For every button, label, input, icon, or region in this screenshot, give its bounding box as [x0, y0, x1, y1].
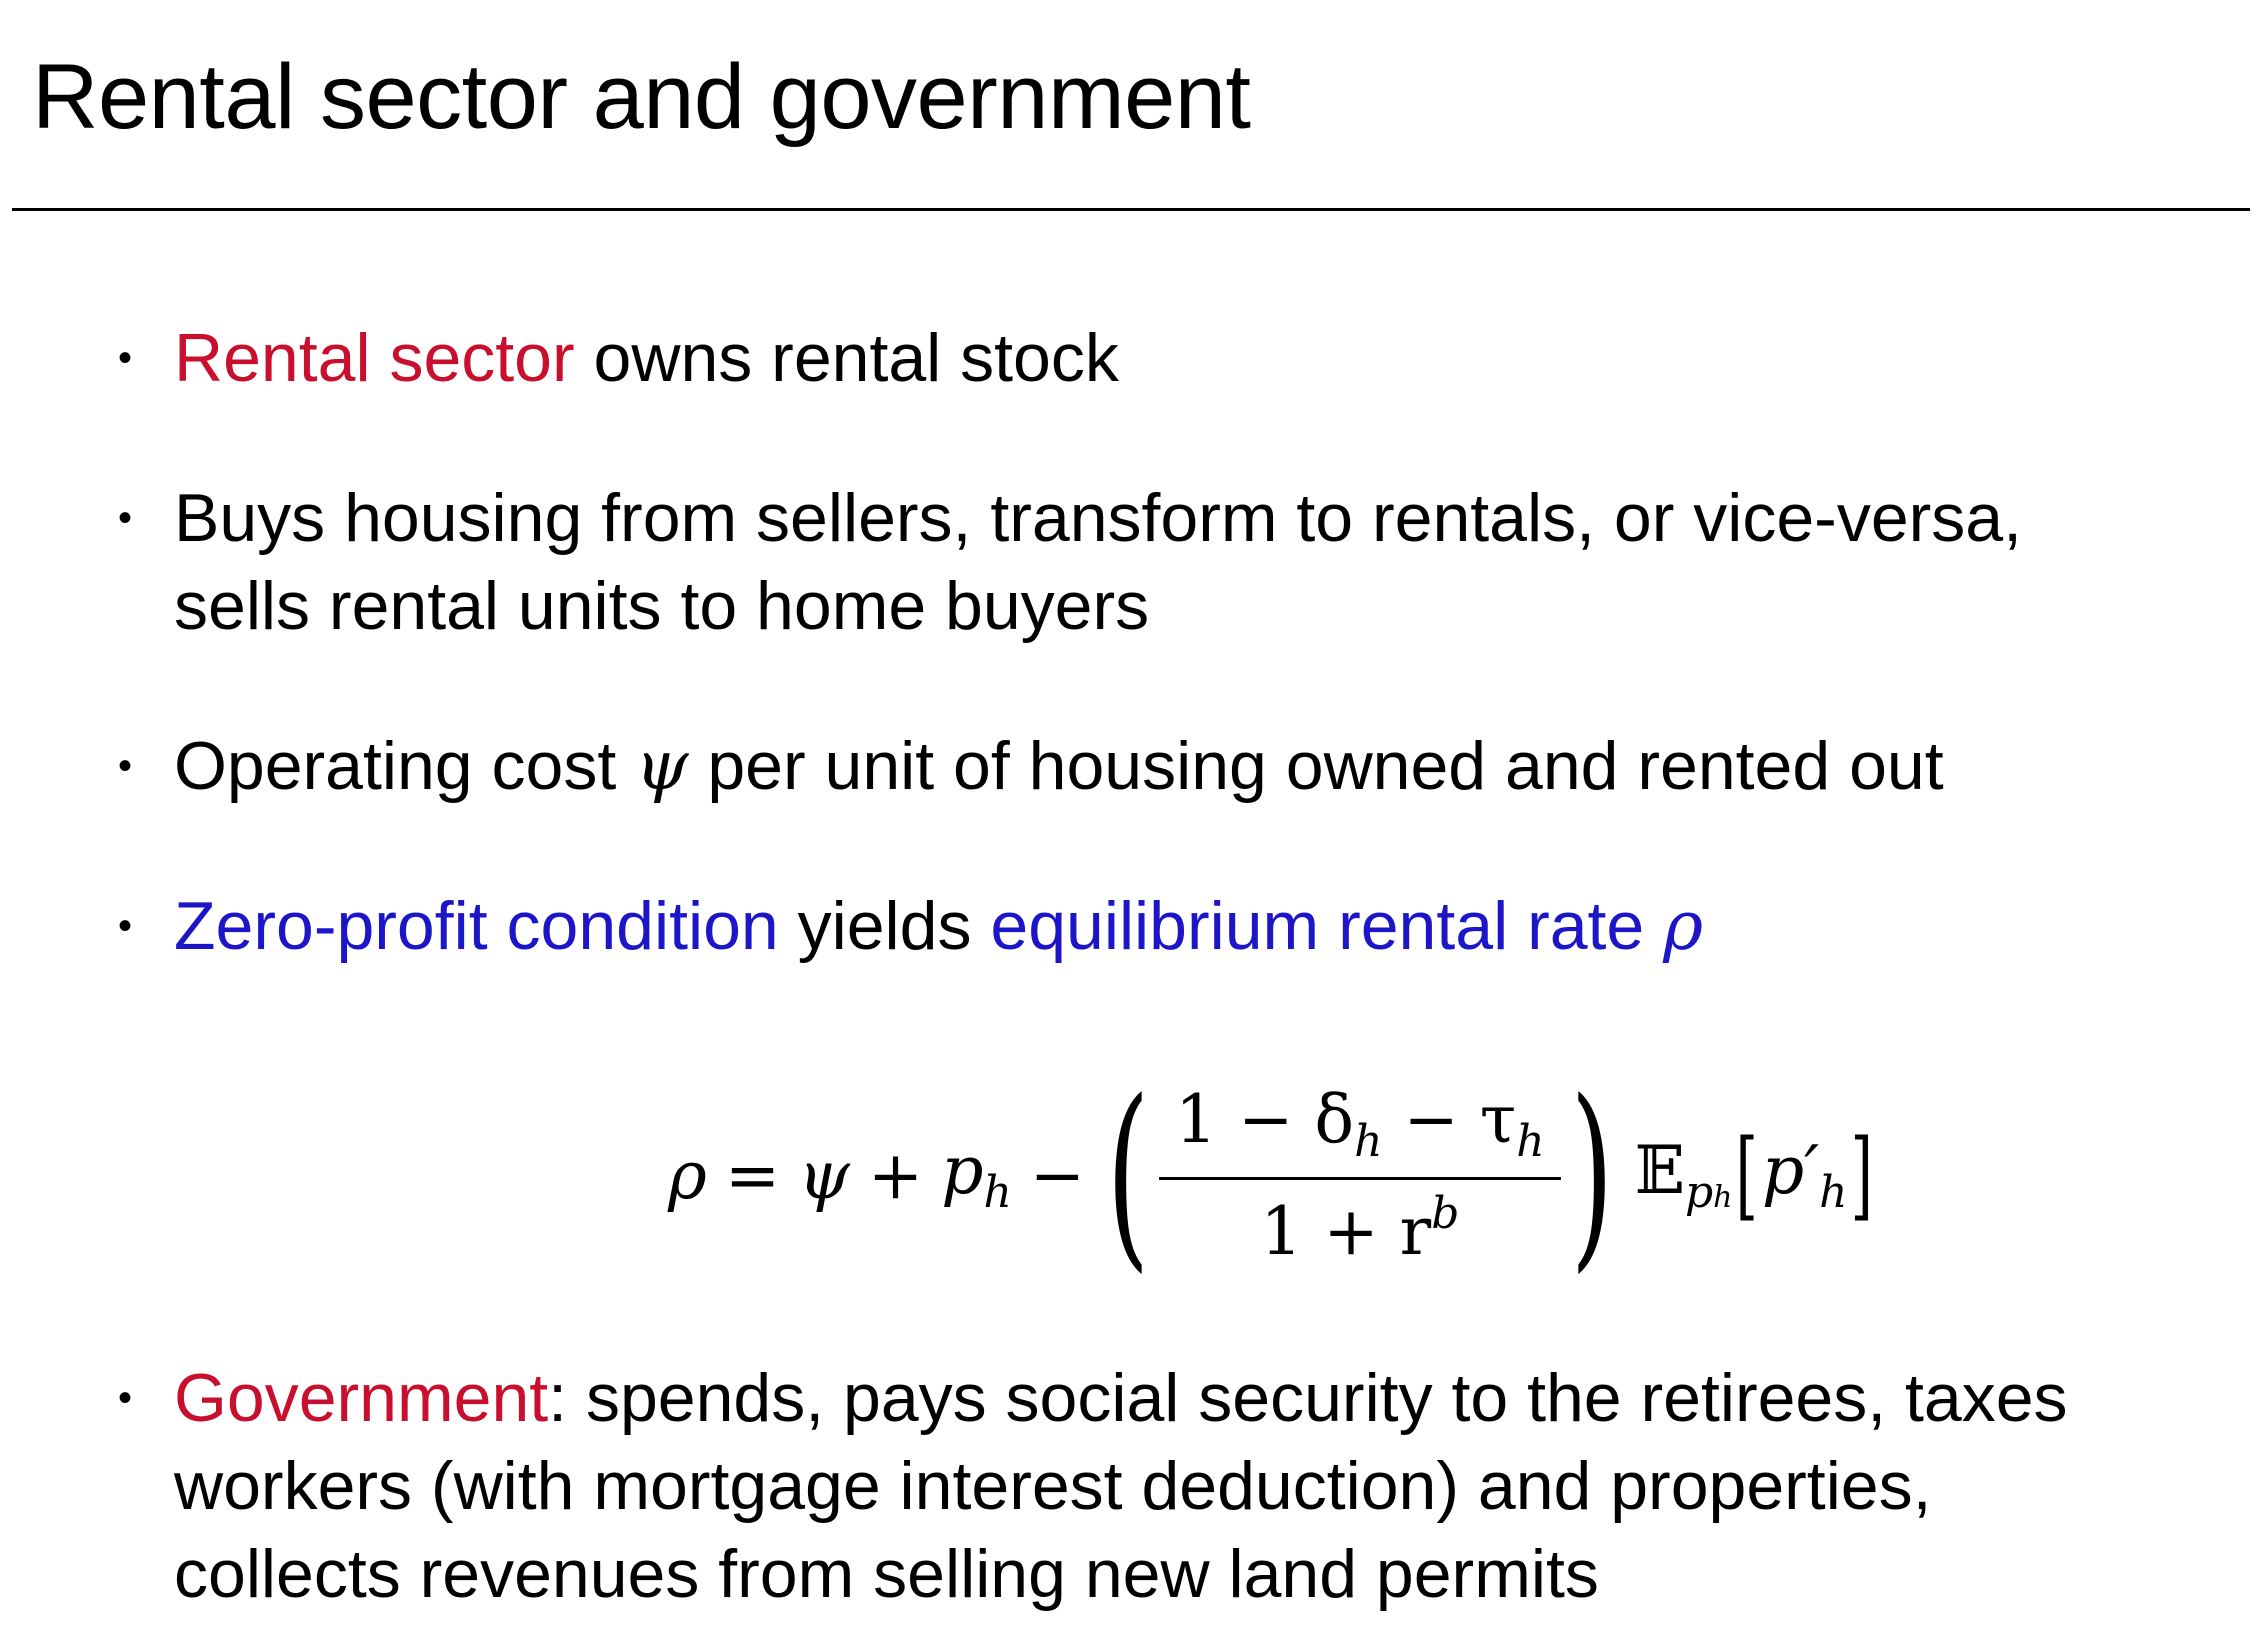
bullet-line: collects revenues from selling new land …	[174, 1536, 1599, 1612]
den-text: 1 + r	[1260, 1192, 1432, 1270]
expectation-sub: ph	[1685, 1167, 1733, 1218]
title-divider	[12, 208, 2250, 211]
eq-fraction: 1 − δh − τh 1 + rb	[1159, 1081, 1561, 1270]
bullet-text-part: yields	[778, 888, 991, 964]
left-bracket: [	[1735, 1119, 1759, 1231]
bullet-operating-cost: • Operating cost ψ per unit of housing o…	[118, 722, 2218, 811]
bullet-text-part: per unit of housing owned and rented out	[688, 728, 1944, 804]
eq-minus: −	[1029, 1136, 1086, 1214]
bullet-dot: •	[118, 496, 133, 540]
right-paren: )	[1570, 1058, 1614, 1291]
bullet-dot: •	[118, 1376, 133, 1420]
fraction-bar	[1159, 1176, 1561, 1180]
bullet-line: Buys housing from sellers, transform to …	[174, 480, 2022, 556]
highlight-rental-sector: Rental sector	[174, 320, 575, 396]
num-sub: h	[1516, 1115, 1545, 1167]
eq-p: p	[941, 1132, 984, 1209]
den-sup: b	[1431, 1187, 1460, 1239]
bullet-line: workers (with mortgage interest deductio…	[174, 1448, 1932, 1524]
bullet-text: Government: spends, pays social security…	[174, 1354, 2218, 1442]
bullet-dot: •	[118, 336, 133, 380]
eq-plus: +	[867, 1136, 924, 1214]
eq-psi: ψ	[798, 1136, 850, 1214]
highlight-zero-profit: Zero-profit condition	[174, 888, 779, 964]
eq-p-prime: p′	[1761, 1132, 1820, 1209]
rho-symbol: ρ	[1663, 887, 1704, 966]
bullet-government: • Government: spends, pays social securi…	[118, 1354, 2218, 1618]
bullet-text: Zero-profit condition yields equilibrium…	[174, 882, 2218, 971]
expect-sub-h: h	[1713, 1180, 1733, 1215]
left-paren: (	[1106, 1058, 1150, 1291]
fraction-denominator: 1 + rb	[1244, 1180, 1475, 1270]
expect-sub-p: p	[1684, 1167, 1714, 1218]
bullet-dot: •	[118, 744, 133, 788]
bullet-buys-housing: • Buys housing from sellers, transform t…	[118, 474, 2218, 650]
slide-title: Rental sector and government	[32, 46, 1251, 148]
equation-body: ρ = ψ + ph − ( 1 − δh − τh 1 + rb ) 𝔼ph …	[668, 1060, 1877, 1290]
bullet-line: sells rental units to home buyers	[174, 568, 1150, 644]
bullet-text: Operating cost ψ per unit of housing own…	[174, 722, 2218, 811]
eq-equals: =	[724, 1136, 781, 1214]
bullet-text-part: : spends, pays social security to the re…	[548, 1360, 2068, 1436]
num-text: 1 − δ	[1175, 1080, 1355, 1158]
num-text: − τ	[1382, 1080, 1517, 1158]
expectation-operator: 𝔼ph	[1635, 1132, 1733, 1218]
expectation-symbol: 𝔼	[1634, 1132, 1685, 1209]
eq-sub-h: h	[983, 1167, 1012, 1218]
eq-rho: ρ	[668, 1136, 707, 1214]
rental-rate-equation: ρ = ψ + ph − ( 1 − δh − τh 1 + rb ) 𝔼ph …	[0, 1060, 2263, 1290]
eq-ph-prime: p′h	[1762, 1132, 1848, 1218]
right-bracket: ]	[1850, 1119, 1874, 1231]
bullet-text-part: Operating cost	[174, 728, 636, 804]
num-sub: h	[1354, 1115, 1383, 1167]
bullet-rental-sector: • Rental sector owns rental stock	[118, 314, 2218, 402]
bullet-text-part: owns rental stock	[574, 320, 1119, 396]
bullet-dot: •	[118, 904, 133, 948]
bullet-zero-profit: • Zero-profit condition yields equilibri…	[118, 882, 2218, 971]
highlight-government: Government	[174, 1360, 549, 1436]
eq-sub-h: h	[1819, 1167, 1848, 1218]
eq-ph: ph	[941, 1132, 1012, 1218]
fraction-numerator: 1 − δh − τh	[1159, 1081, 1560, 1177]
psi-symbol: ψ	[635, 727, 689, 806]
bullet-text: Rental sector owns rental stock	[174, 314, 2218, 402]
highlight-rental-rate: equilibrium rental rate	[990, 888, 1664, 964]
